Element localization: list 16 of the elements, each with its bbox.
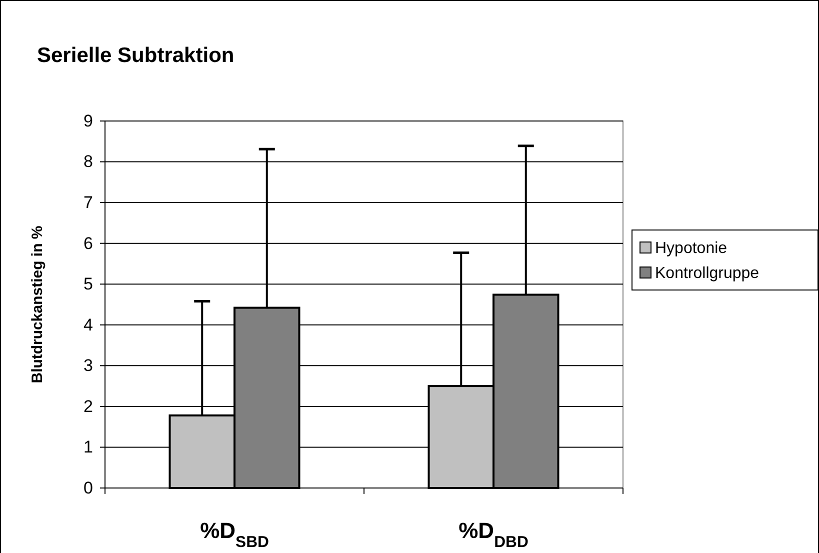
chart-title: Serielle Subtraktion [37, 44, 234, 67]
y-tick-label: 3 [84, 356, 93, 376]
x-tick-label: %D$_{DBD}$ [458, 518, 528, 550]
x-tick-label: %D$_{SBD}$ [200, 518, 269, 550]
y-tick-label: 5 [84, 274, 93, 294]
legend-label: Hypotonie [655, 240, 728, 257]
y-axis-title: Blutdruckanstieg in % [29, 226, 46, 384]
y-tick-label: 2 [84, 396, 93, 416]
y-tick-label: 8 [84, 152, 93, 172]
y-tick-label: 6 [84, 234, 93, 253]
y-tick-label: 4 [84, 315, 93, 334]
legend-label: Kontrollgruppe [655, 265, 760, 282]
y-tick-label: 1 [84, 438, 93, 457]
y-tick-label: 9 [84, 111, 93, 130]
y-tick-label: 0 [84, 478, 93, 498]
y-tick-label: 7 [84, 192, 93, 212]
